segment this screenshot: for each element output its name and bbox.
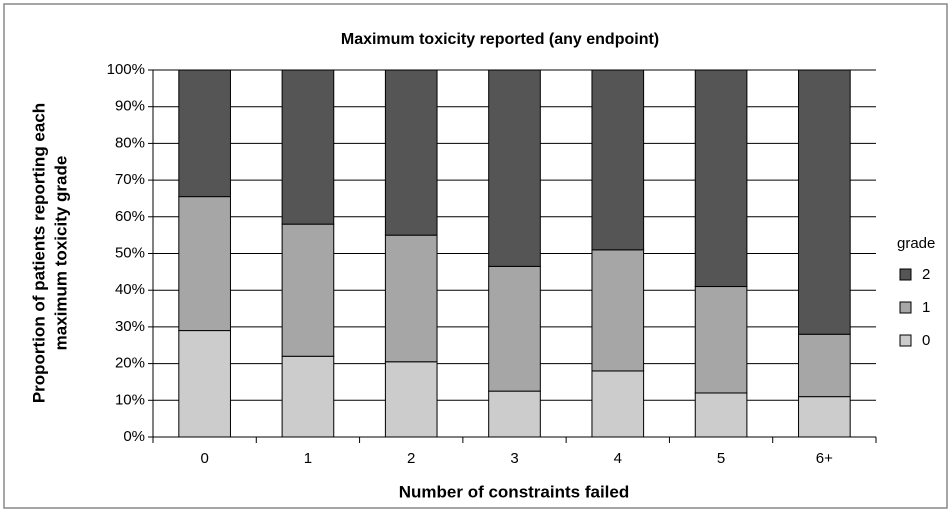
bar-segment bbox=[384, 69, 438, 236]
bar-segment bbox=[798, 69, 851, 335]
y-tick-label: 50% bbox=[115, 244, 145, 261]
bar-segment bbox=[694, 392, 748, 438]
bar-segment bbox=[281, 223, 335, 357]
y-tick-label: 90% bbox=[115, 98, 145, 115]
y-tick-label: 30% bbox=[115, 318, 145, 335]
y-tick-label: 60% bbox=[115, 208, 145, 225]
chart-title: Maximum toxicity reported (any endpoint) bbox=[341, 31, 659, 48]
bar-segment bbox=[694, 286, 748, 394]
x-tick-label: 5 bbox=[717, 450, 725, 467]
x-tick-label: 2 bbox=[407, 450, 415, 467]
x-tick-label: 3 bbox=[510, 450, 518, 467]
legend-title: grade bbox=[897, 235, 935, 252]
y-tick-label: 0% bbox=[123, 428, 145, 445]
legend-label: 0 bbox=[922, 332, 930, 349]
y-axis-title: Proportion of patients reporting each bbox=[29, 103, 48, 403]
y-tick-label: 70% bbox=[115, 171, 145, 188]
bar-segment bbox=[384, 361, 438, 438]
legend-swatch bbox=[899, 334, 912, 347]
legend-swatch bbox=[899, 268, 912, 281]
bar-segment bbox=[178, 69, 231, 198]
y-tick-label: 80% bbox=[115, 134, 145, 151]
y-tick-label: 40% bbox=[115, 281, 145, 298]
bar-segment bbox=[591, 249, 645, 372]
y-tick-label: 10% bbox=[115, 391, 145, 408]
bar-segment bbox=[798, 396, 851, 438]
x-tick-label: 1 bbox=[304, 450, 312, 467]
bar-segment bbox=[281, 69, 335, 225]
bar-segment bbox=[488, 265, 541, 392]
bar-segment bbox=[281, 355, 335, 438]
bar-segment bbox=[488, 69, 541, 267]
bar-segment bbox=[694, 69, 748, 288]
bar-segment bbox=[798, 333, 851, 398]
y-tick-label: 20% bbox=[115, 355, 145, 372]
x-axis-title: Number of constraints failed bbox=[399, 482, 629, 501]
legend-label: 2 bbox=[922, 266, 930, 283]
bar-segment bbox=[178, 330, 231, 438]
bar-segment bbox=[488, 390, 541, 438]
x-tick-label: 0 bbox=[200, 450, 208, 467]
legend-swatch bbox=[899, 301, 912, 314]
legend-label: 1 bbox=[922, 299, 930, 316]
chart-frame bbox=[3, 3, 948, 509]
x-tick-label: 6+ bbox=[816, 450, 833, 467]
y-tick-label: 100% bbox=[107, 61, 145, 78]
bar-segment bbox=[591, 69, 645, 251]
bar-segment bbox=[178, 196, 231, 332]
bar-segment bbox=[591, 370, 645, 438]
bar-segment bbox=[384, 234, 438, 363]
x-tick-label: 4 bbox=[614, 450, 622, 467]
y-axis-title: maximum toxicity grade bbox=[51, 156, 70, 351]
